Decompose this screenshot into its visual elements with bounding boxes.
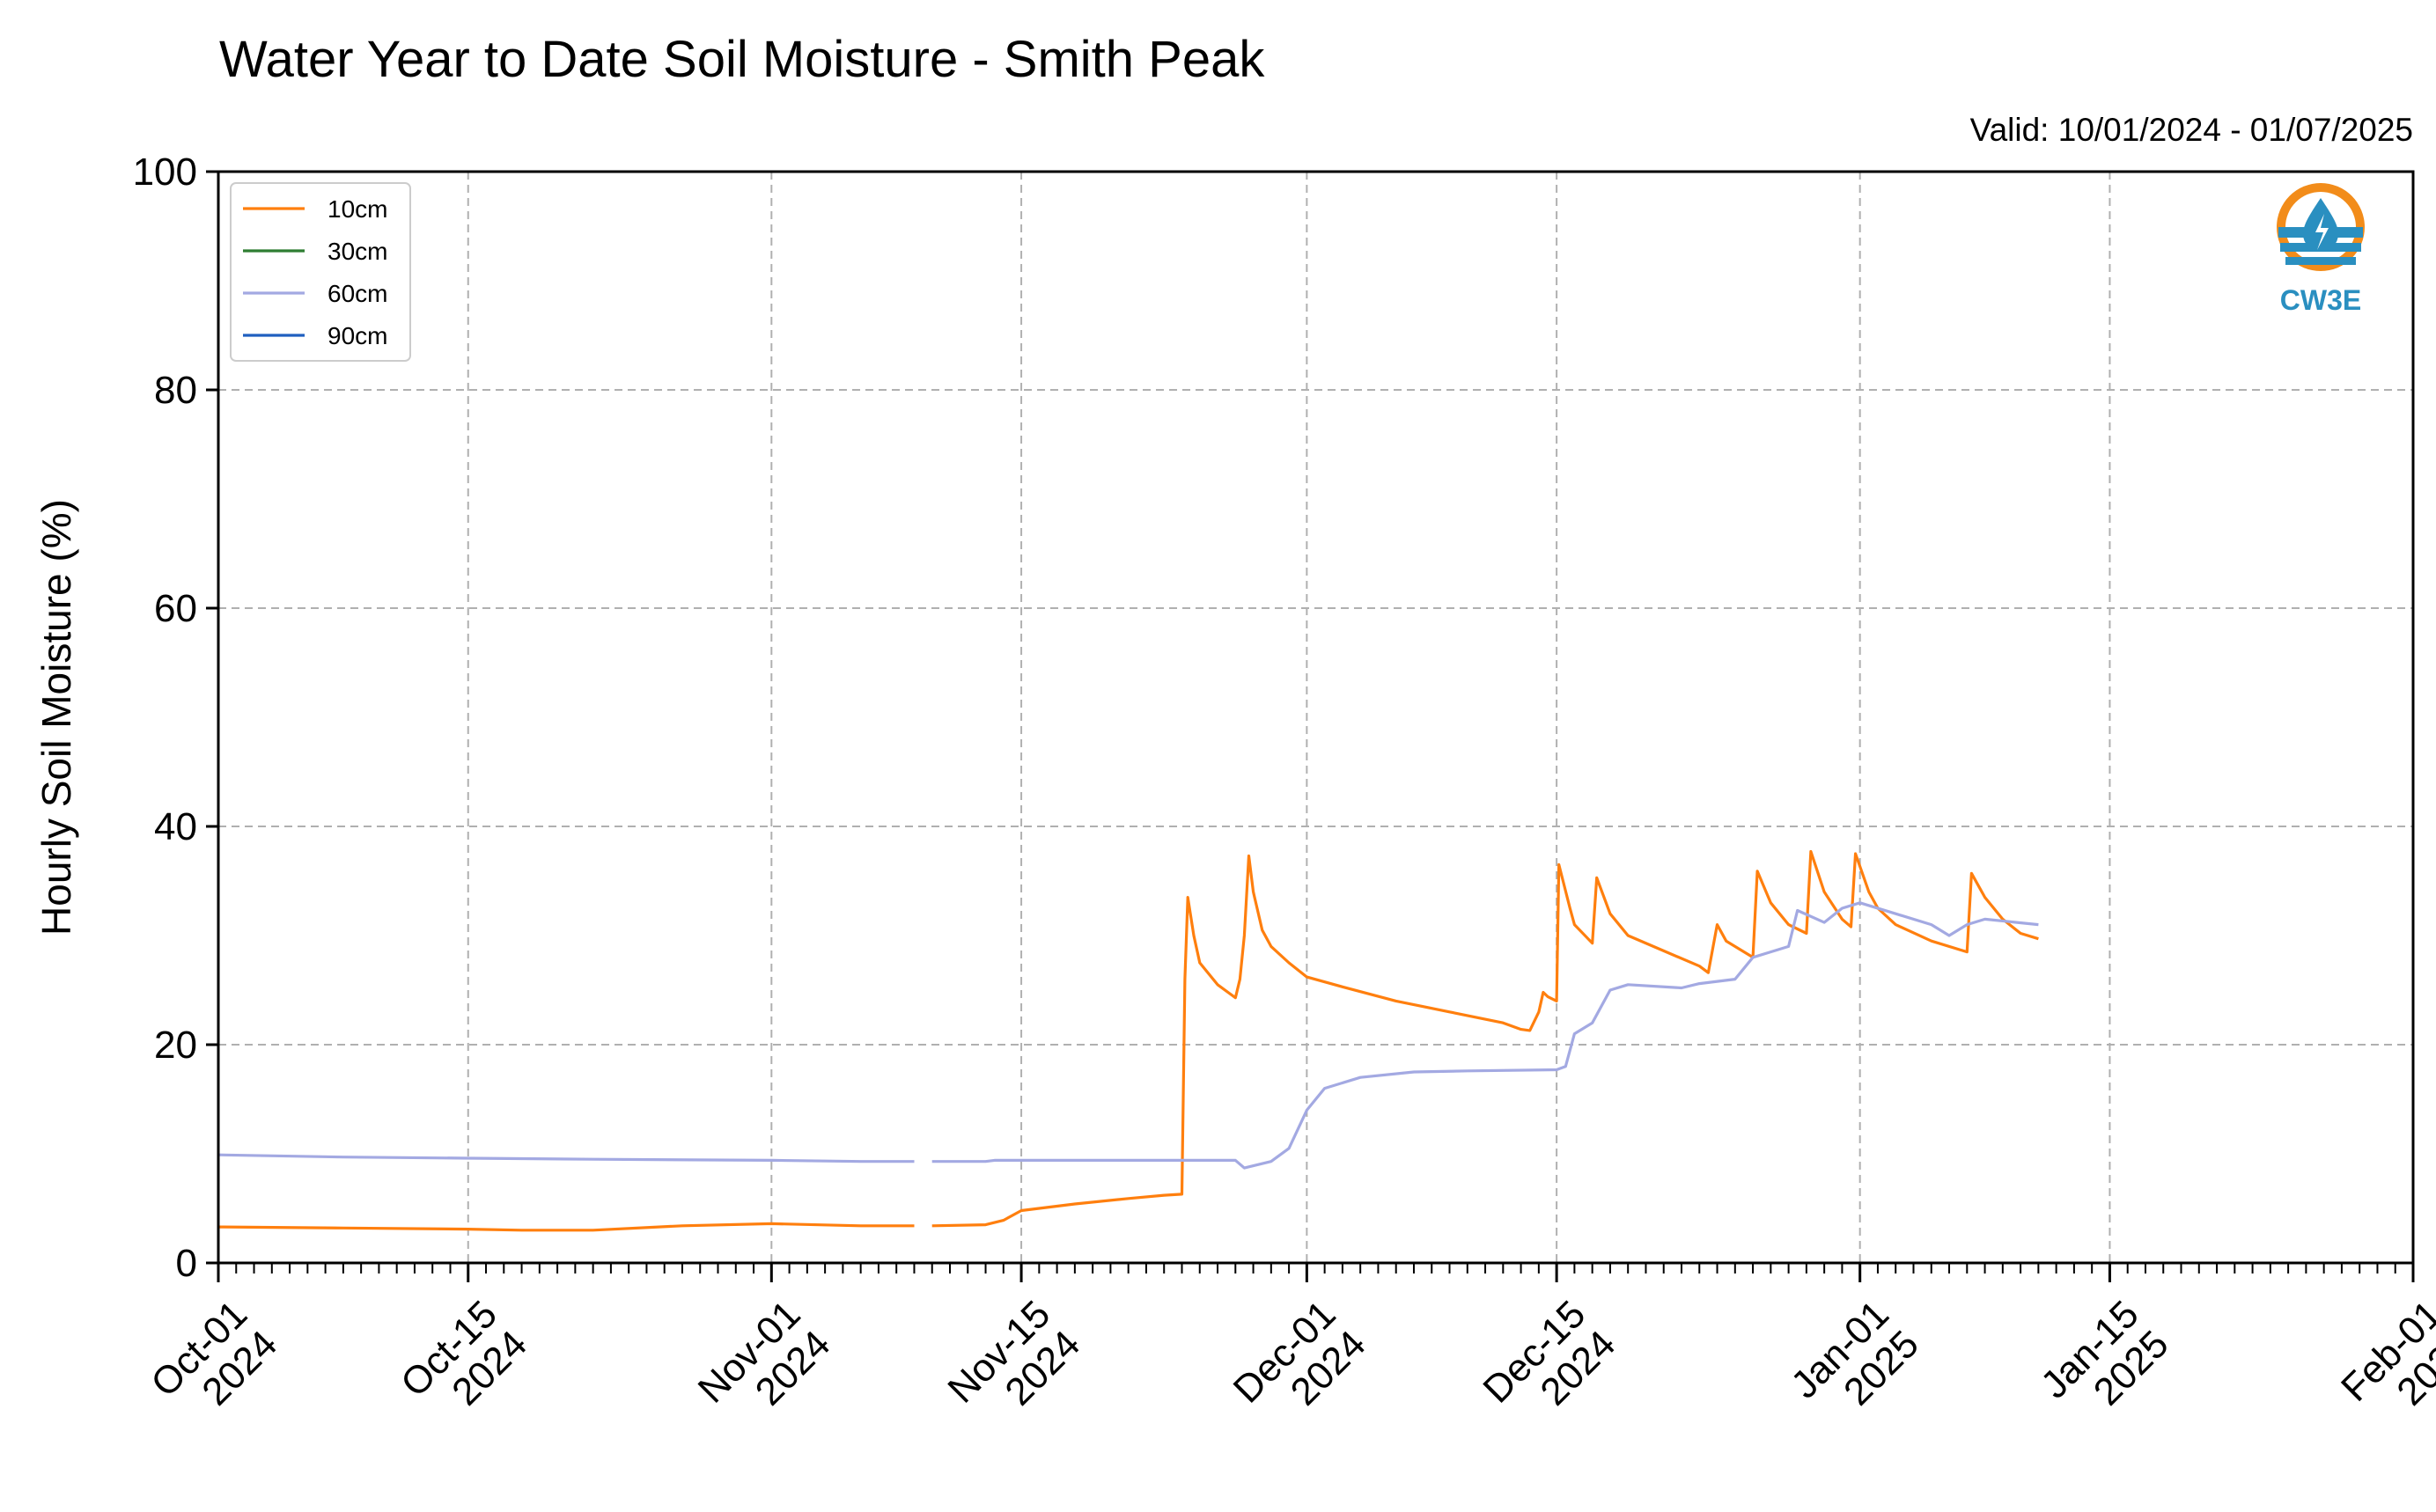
y-tick-label: 40 xyxy=(154,805,197,848)
x-tick-label: Oct-152024 xyxy=(393,1293,535,1435)
cw3e-logo: CW3E xyxy=(2277,183,2365,316)
y-tick-label: 60 xyxy=(154,587,197,630)
x-tick-label: Jan-152025 xyxy=(2033,1293,2177,1437)
x-tick-label: Feb-012025 xyxy=(2333,1293,2436,1440)
plot-area-frame xyxy=(217,170,2415,1265)
x-tick-label: Dec-152024 xyxy=(1475,1293,1623,1442)
x-axis: Oct-012024 Oct-152024 Nov-012024 Nov-152024… xyxy=(143,1263,2436,1442)
valid-date-range: Valid: 10/01/2024 - 01/07/2025 xyxy=(1970,112,2413,148)
x-tick-label: Dec-012024 xyxy=(1225,1293,1374,1442)
legend-frame xyxy=(230,182,411,362)
legend-label-60cm: 60cm xyxy=(327,280,387,307)
series-line-10cm xyxy=(217,849,2039,1232)
x-tick-label: Nov-012024 xyxy=(690,1293,839,1442)
legend-label-90cm: 90cm xyxy=(327,322,387,349)
logo-text: CW3E xyxy=(2280,284,2361,316)
series-layer xyxy=(217,849,2039,1232)
legend-label-30cm: 30cm xyxy=(327,238,387,265)
y-tick-label: 100 xyxy=(133,150,197,194)
y-tick-label: 20 xyxy=(154,1024,197,1067)
water-drop-logo-icon xyxy=(2277,183,2365,271)
y-tick-label: 80 xyxy=(154,369,197,412)
legend-label-10cm: 10cm xyxy=(327,195,387,223)
y-axis: 0 20 40 60 80 100 xyxy=(133,150,218,1285)
y-tick-label: 0 xyxy=(176,1242,197,1285)
x-tick-label: Oct-012024 xyxy=(143,1293,285,1435)
x-tick-label: Jan-012025 xyxy=(1783,1293,1927,1437)
x-tick-label: Nov-152024 xyxy=(939,1293,1088,1442)
series-line-60cm xyxy=(217,901,2039,1170)
legend: 10cm 30cm 60cm 90cm xyxy=(230,182,411,362)
y-axis-label: Hourly Soil Moisture (%) xyxy=(33,499,79,936)
chart-title: Water Year to Date Soil Moisture - Smith… xyxy=(219,31,1265,88)
